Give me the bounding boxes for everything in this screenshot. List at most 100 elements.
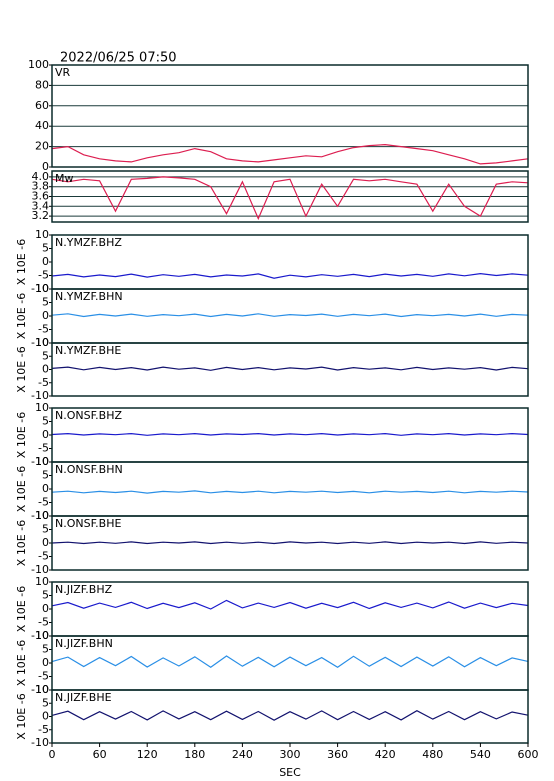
y-axis-label: X 10E -6 — [15, 346, 28, 392]
x-tick-label: 240 — [232, 748, 253, 761]
y-axis-label: X 10E -6 — [15, 466, 28, 512]
panel-frame — [51, 407, 529, 463]
panel-frame — [51, 288, 529, 344]
y-tick-label: 10 — [35, 509, 49, 522]
y-tick-label: 0 — [42, 536, 49, 549]
y-tick-label: 100 — [28, 58, 49, 71]
y-tick-label: 0 — [42, 309, 49, 322]
y-tick-label: 5 — [42, 415, 49, 428]
panel-title: N.JIZF.BHN — [55, 637, 113, 650]
y-tick-label: 5 — [42, 349, 49, 362]
trace — [51, 272, 529, 279]
trace — [51, 655, 529, 669]
y-tick-label: -10 — [31, 563, 49, 576]
y-tick-label: -10 — [31, 683, 49, 696]
panel-title: VR — [55, 66, 71, 79]
y-tick-label: 0 — [42, 160, 49, 173]
y-tick-label: -5 — [38, 723, 49, 736]
y-tick-label: 5 — [42, 589, 49, 602]
x-tick-label: 60 — [93, 748, 107, 761]
y-tick-label: -10 — [31, 629, 49, 642]
y-tick-label: 5 — [42, 523, 49, 536]
x-tick-label: 180 — [184, 748, 205, 761]
y-tick-label: 10 — [35, 336, 49, 349]
y-tick-label: 20 — [35, 140, 49, 153]
y-tick-label: 10 — [35, 228, 49, 241]
panel-frame — [51, 461, 529, 517]
x-tick-label: 600 — [518, 748, 539, 761]
x-tick-label: 300 — [280, 748, 301, 761]
trace — [51, 490, 529, 494]
y-tick-label: 0 — [42, 255, 49, 268]
y-tick-label: 0 — [42, 602, 49, 615]
y-tick-label: 80 — [35, 78, 49, 91]
y-axis-label: X 10E -6 — [15, 520, 28, 566]
y-tick-label: 3.2 — [32, 209, 50, 222]
panel-frame — [51, 234, 529, 290]
y-tick-label: 10 — [35, 455, 49, 468]
y-tick-label: 5 — [42, 696, 49, 709]
y-tick-label: -5 — [38, 616, 49, 629]
panel-frame — [51, 515, 529, 571]
y-tick-label: -5 — [38, 442, 49, 455]
panel-title: N.YMZF.BHN — [55, 290, 123, 303]
y-tick-label: -10 — [31, 282, 49, 295]
y-tick-label: 60 — [35, 99, 49, 112]
panel-frame — [51, 581, 529, 637]
panel-title: N.YMZF.BHZ — [55, 236, 122, 249]
y-tick-label: -10 — [31, 389, 49, 402]
y-tick-label: -10 — [31, 336, 49, 349]
y-tick-label: 5 — [42, 242, 49, 255]
y-tick-label: 0 — [42, 428, 49, 441]
trace — [51, 143, 529, 165]
y-axis-label: X 10E -6 — [15, 412, 28, 458]
panel-title: Mw — [55, 172, 74, 185]
panel-title: N.ONSF.BHN — [55, 463, 123, 476]
y-tick-label: 5 — [42, 643, 49, 656]
date-title: 2022/06/25 07:50 — [60, 51, 177, 66]
panel-title: N.JIZF.BHZ — [55, 583, 113, 596]
x-tick-label: 360 — [327, 748, 348, 761]
panel-title: N.YMZF.BHE — [55, 344, 121, 357]
y-tick-label: 5 — [42, 469, 49, 482]
panel-frame — [51, 170, 529, 223]
x-tick-label: 420 — [375, 748, 396, 761]
y-tick-label: 3.6 — [32, 190, 50, 203]
y-tick-label: -10 — [31, 455, 49, 468]
y-tick-label: 4.0 — [32, 170, 50, 183]
panel-title: N.ONSF.BHE — [55, 517, 121, 530]
panel-title: N.JIZF.BHE — [55, 691, 112, 704]
y-tick-label: 0 — [42, 482, 49, 495]
y-tick-label: -5 — [38, 376, 49, 389]
x-tick-label: 120 — [137, 748, 158, 761]
trace — [51, 366, 529, 371]
y-tick-label: -5 — [38, 323, 49, 336]
x-tick-label: 480 — [422, 748, 443, 761]
y-tick-label: 10 — [35, 401, 49, 414]
y-tick-label: 10 — [35, 282, 49, 295]
panel-title: N.ONSF.BHZ — [55, 409, 122, 422]
panel-frame — [51, 635, 529, 691]
y-tick-label: -10 — [31, 736, 49, 749]
y-tick-label: 0 — [42, 656, 49, 669]
x-tick-label: 0 — [49, 748, 56, 761]
trace — [51, 541, 529, 545]
trace — [51, 176, 529, 221]
panel-frame — [51, 64, 529, 168]
trace — [51, 313, 529, 318]
y-axis-label: X 10E -6 — [15, 239, 28, 285]
trace — [51, 710, 529, 721]
x-axis-label: SEC — [279, 766, 301, 779]
y-tick-label: 3.8 — [32, 180, 50, 193]
y-axis-label: X 10E -6 — [15, 586, 28, 632]
y-axis-label: X 10E -6 — [15, 693, 28, 739]
y-tick-label: -10 — [31, 509, 49, 522]
y-tick-label: 10 — [35, 683, 49, 696]
y-tick-label: -5 — [38, 269, 49, 282]
y-tick-label: -5 — [38, 550, 49, 563]
y-tick-label: 0 — [42, 710, 49, 723]
y-tick-label: 3.4 — [32, 199, 50, 212]
panel-frame — [51, 342, 529, 397]
trace — [51, 432, 529, 436]
